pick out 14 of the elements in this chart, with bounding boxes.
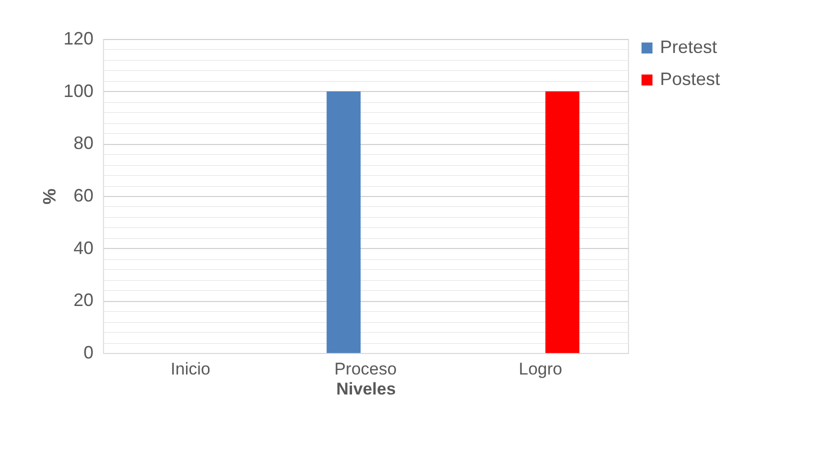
y-tick-label: 120 [63,28,94,48]
x-tick-label: Proceso [334,360,397,378]
y-tick-label: 20 [73,290,94,310]
x-tick-label: Logro [518,360,562,378]
legend-label: Postest [660,69,720,89]
x-tick-label: Inicio [170,360,210,378]
y-tick-label: 60 [73,186,94,206]
y-axis-title: % [39,188,60,205]
y-tick-label: 80 [73,133,94,154]
legend-label: Pretest [660,37,718,57]
y-tick-label: 40 [73,238,94,258]
y-tick-label: 100 [63,80,94,101]
y-tick-label: 0 [83,342,94,362]
x-axis-title: Niveles [336,380,396,398]
